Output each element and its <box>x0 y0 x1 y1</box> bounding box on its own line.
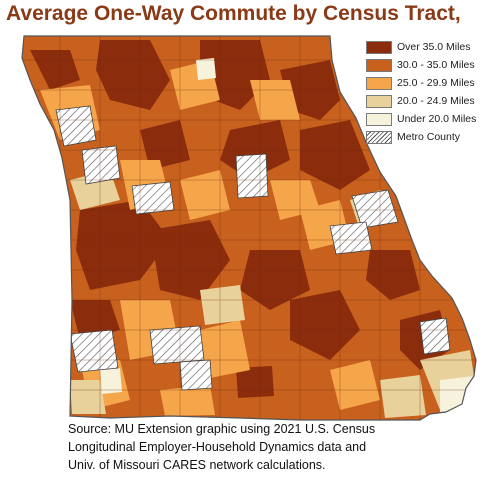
source-note: Source: MU Extension graphic using 2021 … <box>68 420 375 474</box>
legend-label: Under 20.0 Miles <box>397 113 477 125</box>
legend-label: Metro County <box>397 131 461 143</box>
map-title: Average One-Way Commute by Census Tract, <box>6 2 461 25</box>
source-line: Longitudinal Employer-Household Dynamics… <box>68 440 367 454</box>
legend-item-30-35: 30.0 - 35.0 Miles <box>366 56 476 74</box>
legend-item-over-35: Over 35.0 Miles <box>366 38 476 56</box>
legend-swatch <box>366 40 392 54</box>
legend-swatch <box>366 58 392 72</box>
map-legend: Over 35.0 Miles 30.0 - 35.0 Miles 25.0 -… <box>366 38 476 146</box>
legend-swatch-hatch <box>366 130 392 144</box>
legend-item-metro-county: Metro County <box>366 128 476 146</box>
legend-item-25-29: 25.0 - 29.9 Miles <box>366 74 476 92</box>
legend-label: 25.0 - 29.9 Miles <box>397 77 475 89</box>
legend-item-20-24: 20.0 - 24.9 Miles <box>366 92 476 110</box>
legend-item-under-20: Under 20.0 Miles <box>366 110 476 128</box>
legend-swatch <box>366 94 392 108</box>
legend-label: Over 35.0 Miles <box>397 41 471 53</box>
source-line: Univ. of Missouri CARES network calculat… <box>68 458 326 472</box>
legend-label: 30.0 - 35.0 Miles <box>397 59 475 71</box>
source-line: Source: MU Extension graphic using 2021 … <box>68 422 376 436</box>
legend-swatch <box>366 112 392 126</box>
legend-swatch <box>366 76 392 90</box>
legend-label: 20.0 - 24.9 Miles <box>397 95 475 107</box>
